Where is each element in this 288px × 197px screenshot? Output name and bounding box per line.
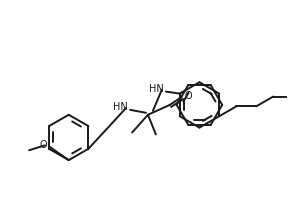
- Text: HN: HN: [149, 84, 164, 94]
- Text: O: O: [39, 140, 47, 150]
- Text: HN: HN: [113, 102, 128, 112]
- Text: O: O: [185, 91, 192, 101]
